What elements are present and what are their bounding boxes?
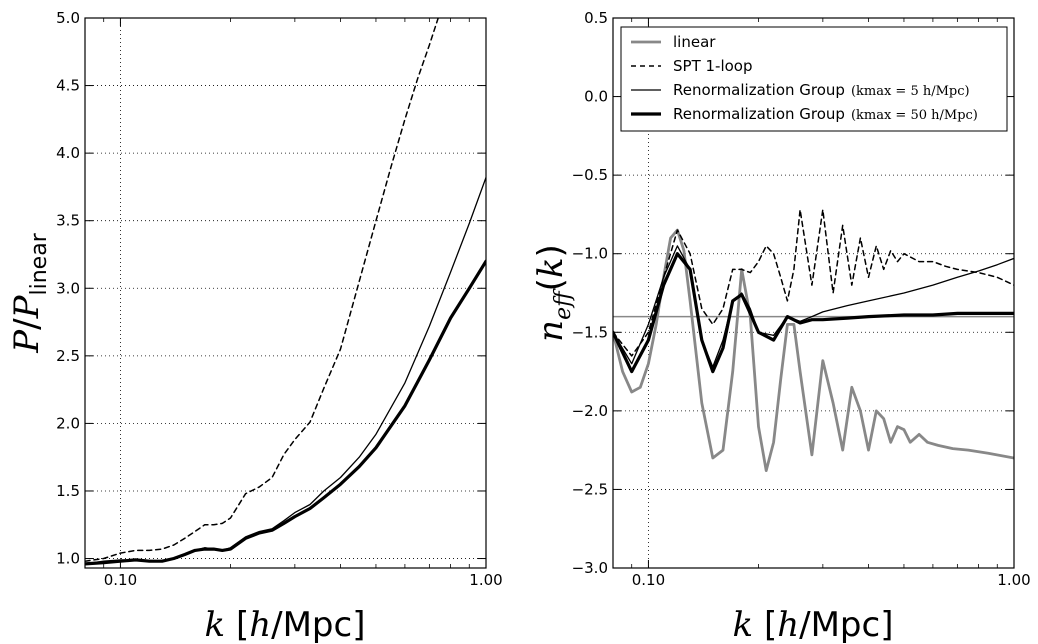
y-tick-label: 4.5	[56, 77, 80, 95]
y-tick-label: −3.0	[572, 559, 608, 577]
plot-area-left	[85, 18, 486, 568]
y-tick-label: 1.5	[56, 482, 80, 500]
y-tick-label: 2.0	[56, 414, 80, 432]
y-tick-label: −2.5	[572, 480, 608, 498]
y-tick-label: 2.5	[56, 347, 80, 365]
series-line-rg50	[613, 252, 1014, 374]
x-tick-label: 0.10	[632, 571, 665, 589]
series-line-spt	[85, 18, 439, 562]
y-tick-label: −1.5	[572, 323, 608, 341]
y-axis-label-left: P/Plinear	[7, 232, 52, 353]
legend-math-rg50: (kmax = 50 h/Mpc)	[851, 108, 978, 123]
series-group-right	[613, 208, 1014, 473]
y-tick-label: 0.0	[584, 88, 608, 106]
series-line-spt	[613, 208, 1014, 357]
y-tick-label: 3.5	[56, 212, 80, 230]
y-tick-label: −0.5	[572, 166, 608, 184]
y-tick-label: 3.0	[56, 279, 80, 297]
legend-label-rg50: Renormalization Group (kmax = 50 h/Mpc)	[673, 105, 978, 123]
y-tick-label: 1.0	[56, 550, 80, 568]
legend-label-rg5: Renormalization Group (kmax = 5 h/Mpc)	[673, 81, 970, 99]
x-tick-label: 0.10	[104, 571, 137, 589]
series-line-linear	[613, 228, 1014, 473]
panel-effective-index: 0.10 1.00 −3.0 −2.5 −2.0 −1.5 −1.0 −0.5 0.0 0.5 k…	[531, 9, 1031, 644]
x-axis-label-right: k [h/Mpc]	[733, 605, 894, 644]
series-group-left	[85, 18, 486, 566]
ticks-left: 0.10 1.00 1.0 1.5 2.0 2.5 3.0 3.5 4.0 4.5 5.0	[56, 9, 503, 589]
x-tick-label: 1.00	[997, 571, 1030, 589]
x-axis-label-left: k [h/Mpc]	[205, 605, 366, 644]
series-line-rg5	[613, 245, 1014, 368]
y-axis-label-right: neff(k)	[531, 244, 576, 342]
legend-math-rg5: (kmax = 5 h/Mpc)	[851, 84, 970, 99]
legend-label-linear: linear	[673, 33, 716, 51]
legend-label-spt: SPT 1-loop	[673, 57, 753, 75]
series-line-rg50	[85, 259, 486, 566]
y-tick-label: 0.5	[584, 9, 608, 27]
legend-box	[620, 26, 1008, 132]
ticks-right: 0.10 1.00 −3.0 −2.5 −2.0 −1.5 −1.0 −0.5 0.0 0.5	[572, 9, 1031, 589]
axes-frame-left	[84, 17, 487, 569]
y-tick-label: −2.0	[572, 402, 608, 420]
x-tick-label: 1.00	[469, 571, 502, 589]
legend: linear SPT 1-loop Renormalization Group (km…	[620, 26, 1008, 132]
axes-frame-right	[612, 17, 1015, 569]
y-tick-label: 4.0	[56, 144, 80, 162]
y-tick-label: −1.0	[572, 245, 608, 263]
y-tick-label: 5.0	[56, 9, 80, 27]
panel-power-ratio: 0.10 1.00 1.0 1.5 2.0 2.5 3.0 3.5 4.0 4.5 5.0 k [h…	[7, 9, 503, 644]
